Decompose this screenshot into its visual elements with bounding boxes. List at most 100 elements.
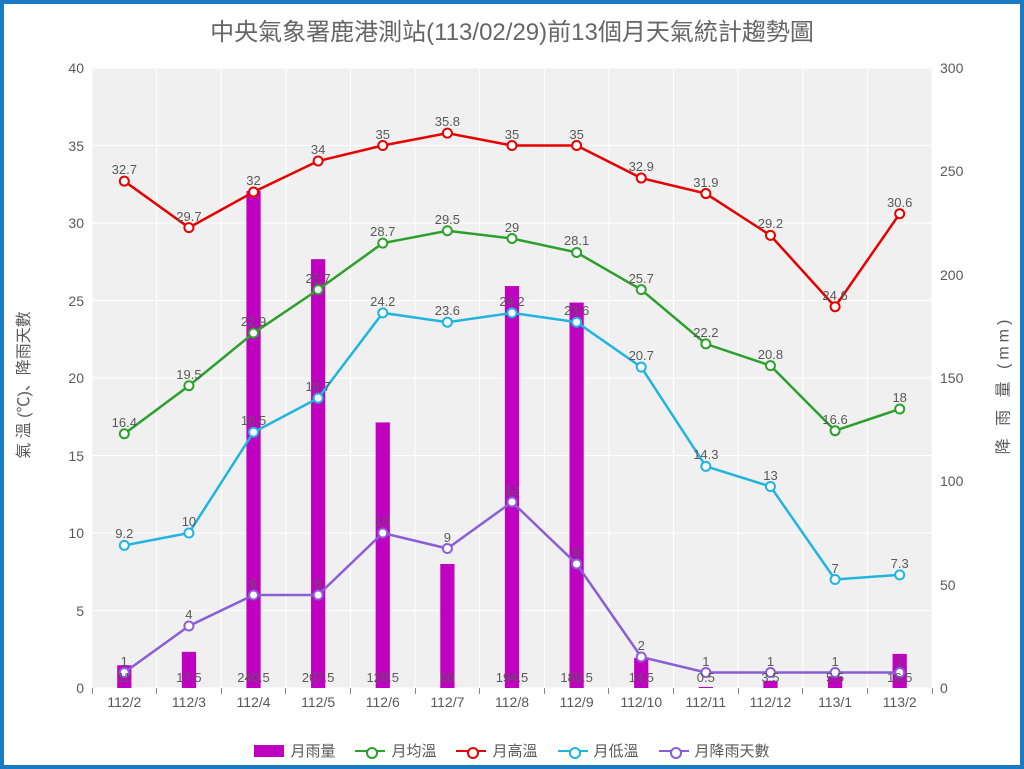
legend-swatch-icon: [659, 745, 689, 757]
y-right-tick: 0: [940, 680, 980, 696]
y-right-tick: 150: [940, 370, 980, 386]
data-label: 128.5: [366, 670, 399, 685]
data-label: 35.8: [435, 114, 460, 129]
x-tick-mark: [415, 688, 416, 694]
data-label: 20.7: [629, 348, 654, 363]
data-label: 1: [896, 654, 903, 669]
data-label: 35: [569, 127, 583, 142]
data-label: 31.9: [693, 175, 718, 190]
data-label: 6: [250, 576, 257, 591]
legend-label: 月高溫: [492, 740, 537, 761]
x-tick: 112/11: [685, 694, 726, 710]
data-label: 23.6: [564, 303, 589, 318]
chart-title: 中央氣象署鹿港測站(113/02/29)前13個月天氣統計趨勢圖: [4, 12, 1020, 47]
data-label: 3.5: [761, 670, 779, 685]
data-label: 19.5: [176, 367, 201, 382]
data-label: 240.5: [237, 670, 270, 685]
y-right-tick: 300: [940, 60, 980, 76]
data-label: 23.6: [435, 303, 460, 318]
y-left-tick: 20: [54, 370, 84, 386]
x-tick-mark: [156, 688, 157, 694]
legend-swatch-icon: [456, 745, 486, 757]
data-label: 16.6: [822, 412, 847, 427]
data-label: 25.7: [305, 271, 330, 286]
x-tick-mark: [350, 688, 351, 694]
x-tick-mark: [92, 688, 93, 694]
x-tick: 112/5: [301, 694, 335, 710]
data-label: 1: [831, 654, 838, 669]
data-label: 30.6: [887, 195, 912, 210]
x-tick: 112/2: [107, 694, 141, 710]
data-label: 8: [573, 545, 580, 560]
data-label: 24.6: [822, 288, 847, 303]
data-label: 28.1: [564, 233, 589, 248]
data-label: 4: [185, 607, 192, 622]
chart-container: 中央氣象署鹿港測站(113/02/29)前13個月天氣統計趨勢圖 氣 溫 (℃)…: [0, 0, 1024, 769]
legend-label: 月均溫: [391, 740, 436, 761]
legend-item-high_temp: 月高溫: [456, 740, 537, 761]
x-tick-mark: [608, 688, 609, 694]
y-left-tick: 15: [54, 448, 84, 464]
data-label: 13: [763, 468, 777, 483]
data-label: 60: [440, 670, 454, 685]
data-label: 207.5: [302, 670, 335, 685]
data-label: 5.5: [826, 670, 844, 685]
data-label: 32: [246, 173, 260, 188]
data-label: 9: [444, 530, 451, 545]
y-right-tick: 50: [940, 577, 980, 593]
data-label: 16.5: [887, 670, 912, 685]
data-label: 194.5: [496, 670, 529, 685]
legend-item-avg_temp: 月均溫: [355, 740, 436, 761]
data-label: 1: [767, 654, 774, 669]
y-left-tick: 25: [54, 293, 84, 309]
y-left-tick: 0: [54, 680, 84, 696]
data-label: 14.3: [693, 447, 718, 462]
x-tick-mark: [221, 688, 222, 694]
y-right-axis-label: 降 雨 量 (mm): [990, 315, 1014, 454]
data-label: 18.7: [305, 379, 330, 394]
y-right-tick: 100: [940, 473, 980, 489]
x-tick-mark: [285, 688, 286, 694]
data-label: 29: [505, 220, 519, 235]
x-tick: 112/3: [172, 694, 206, 710]
data-label: 24.2: [499, 294, 524, 309]
legend-label: 月低溫: [594, 740, 639, 761]
y-left-axis-label: 氣 溫 (℃)、降雨天數: [10, 311, 34, 459]
x-tick-mark: [479, 688, 480, 694]
data-label: 20.8: [758, 347, 783, 362]
x-tick: 113/1: [818, 694, 852, 710]
data-label: 22.2: [693, 325, 718, 340]
data-label: 17.5: [176, 670, 201, 685]
x-tick: 112/10: [620, 694, 662, 710]
data-label: 29.7: [176, 209, 201, 224]
x-tick: 112/8: [495, 694, 529, 710]
data-label: 32.7: [112, 162, 137, 177]
data-label: 35: [505, 127, 519, 142]
x-tick: 113/2: [883, 694, 917, 710]
data-label: 1: [121, 654, 128, 669]
data-label: 1: [702, 654, 709, 669]
x-tick-mark: [738, 688, 739, 694]
y-left-tick: 30: [54, 215, 84, 231]
data-label: 6: [315, 576, 322, 591]
x-tick: 112/4: [237, 694, 271, 710]
y-left-tick: 40: [54, 60, 84, 76]
data-label: 7.3: [891, 556, 909, 571]
data-label: 16.4: [112, 415, 137, 430]
plot-area: 1117.5240.5207.5128.560194.5186.514.50.5…: [92, 68, 932, 688]
x-tick-mark: [802, 688, 803, 694]
data-label: 22.9: [241, 314, 266, 329]
y-right-tick: 250: [940, 163, 980, 179]
data-label: 7: [831, 561, 838, 576]
data-label: 24.2: [370, 294, 395, 309]
legend-item-rain_days: 月降雨天數: [659, 740, 770, 761]
data-label: 34: [311, 142, 325, 157]
data-label: 9.2: [115, 526, 133, 541]
data-label: 186.5: [560, 670, 593, 685]
data-label: 11: [118, 670, 132, 685]
legend-label: 月降雨天數: [695, 740, 770, 761]
data-label: 35: [376, 127, 390, 142]
x-tick: 112/9: [560, 694, 594, 710]
legend-swatch-icon: [558, 745, 588, 757]
data-label: 10: [182, 514, 196, 529]
